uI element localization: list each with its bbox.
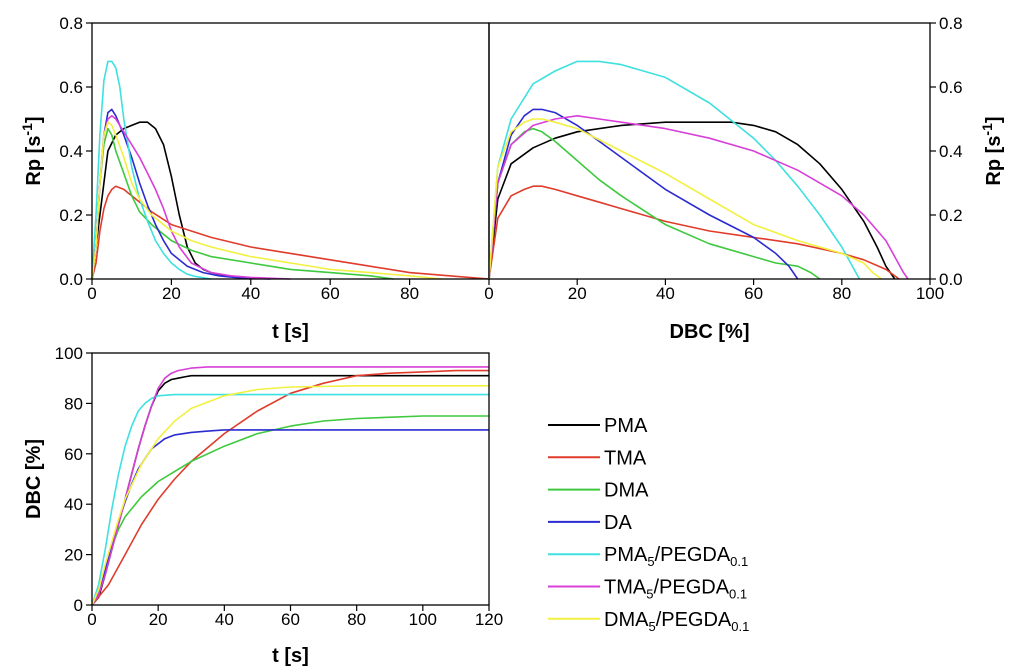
x-tick-label: 40 (656, 284, 675, 303)
series-line-tma5-rp-vs-dbc (488, 115, 909, 280)
x-tick-label: 80 (347, 610, 366, 629)
legend-item-dma: DMA (548, 480, 649, 502)
y-tick-label: 0 (74, 596, 83, 615)
x-tick-label: 0 (87, 610, 96, 629)
legend-item-pma: PMA (548, 415, 648, 437)
legend-label: PMA5/PEGDA0.1 (604, 544, 748, 569)
x-tick-label: 60 (281, 610, 300, 629)
series-line-dma5-rp-vs-dbc (488, 118, 882, 280)
series-line-pma-rp-vs-t (91, 121, 251, 280)
y-tick-label: 0.4 (59, 142, 83, 161)
y-tick-label: 0.8 (939, 14, 963, 33)
x-tick-label: 60 (744, 284, 763, 303)
y-tick-label: 0.0 (939, 270, 963, 289)
series-line-pma5-dbc-vs-t (91, 393, 489, 606)
y-tick-label: 80 (64, 394, 83, 413)
x-tick-label: 100 (916, 284, 944, 303)
series-line-da-rp-vs-t (91, 108, 271, 280)
legend-item-tma: TMA (548, 447, 647, 469)
series-line-tma-rp-vs-t (91, 185, 490, 280)
legend-label: TMA (604, 447, 647, 469)
series-line-dma5-rp-vs-t (91, 121, 442, 280)
x-tick-label: 0 (484, 284, 493, 303)
series-line-pma-rp-vs-dbc (488, 121, 896, 280)
x-tick-label: 80 (400, 284, 419, 303)
legend-label: DMA5/PEGDA0.1 (604, 609, 749, 634)
series-lines-dbc-vs-t (91, 366, 489, 606)
y-tick-label: 0.4 (939, 142, 963, 161)
series-line-dma5-dbc-vs-t (91, 385, 489, 606)
y-tick-label: 0.6 (59, 78, 83, 97)
series-lines-rp-vs-t (91, 60, 490, 280)
plot-frame-rp-vs-dbc (488, 22, 931, 280)
x-tick-label: 100 (409, 610, 437, 629)
panel-rp-vs-t: 0 20 40 60 80 0.0 0.2 0.4 0.6 0.8 t [s] Rp [s-1] (19, 14, 490, 343)
x-tick-label: 20 (568, 284, 587, 303)
series-line-dma-rp-vs-dbc (488, 127, 821, 280)
plot-frame-dbc-vs-t (91, 352, 490, 606)
series-line-da-dbc-vs-t (91, 429, 489, 606)
x-axis-title-rp-vs-t: t [s] (272, 321, 309, 343)
series-line-pma5-rp-vs-t (91, 60, 212, 280)
plot-frame-rp-vs-t (91, 22, 490, 280)
x-tick-label: 0 (87, 284, 96, 303)
legend-label: TMA5/PEGDA0.1 (604, 577, 747, 602)
y-tick-label: 0.2 (59, 206, 83, 225)
legend-label: PMA (604, 415, 648, 437)
y-tick-label: 0.6 (939, 78, 963, 97)
x-axis-title-dbc-vs-t: t [s] (272, 645, 309, 667)
y-tick-label: 0.2 (939, 206, 963, 225)
y-tick-label: 40 (64, 495, 83, 514)
y-tick-label: 20 (64, 546, 83, 565)
x-axis-title-rp-vs-dbc: DBC [%] (670, 321, 750, 343)
legend-label: DA (604, 512, 632, 534)
y-tick-label: 100 (55, 344, 83, 363)
series-line-tma-dbc-vs-t (91, 369, 489, 606)
series-line-pma-dbc-vs-t (91, 374, 489, 606)
y-tick-label: 0.8 (59, 14, 83, 33)
x-tick-label: 40 (241, 284, 260, 303)
y-tick-label: 60 (64, 445, 83, 464)
y-axis-title-rp-vs-t: Rp [s-1] (19, 116, 45, 185)
series-line-pma5-rp-vs-dbc (488, 60, 861, 280)
series-line-tma-rp-vs-dbc (488, 185, 900, 280)
legend-item-pma5: PMA5/PEGDA0.1 (548, 544, 748, 569)
legend-label: DMA (604, 480, 649, 502)
x-tick-label: 60 (321, 284, 340, 303)
series-line-da-rp-vs-dbc (488, 108, 799, 280)
y-axis-title-rp-vs-dbc: Rp [s-1] (979, 116, 1005, 185)
series-lines-rp-vs-dbc (488, 60, 909, 280)
x-tick-label: 120 (475, 610, 503, 629)
x-tick-label: 80 (832, 284, 851, 303)
x-tick-label: 20 (162, 284, 181, 303)
series-line-dma-rp-vs-t (91, 127, 394, 280)
legend-item-da: DA (548, 512, 632, 534)
x-tick-label: 20 (149, 610, 168, 629)
panel-dbc-vs-t: 0 20 40 60 80 100 120 0 20 40 60 80 100 t [s] DBC [%… (23, 344, 503, 667)
legend-item-tma5: TMA5/PEGDA0.1 (548, 577, 747, 602)
legend: PMA TMA DMA DA PMA5/PEGDA0.1 TMA5/PEGDA0.1 DMA… (548, 415, 749, 634)
y-axis-title-dbc-vs-t: DBC [%] (23, 439, 45, 519)
x-tick-label: 40 (215, 610, 234, 629)
series-line-tma5-dbc-vs-t (91, 366, 489, 606)
y-tick-label: 0.0 (59, 270, 83, 289)
legend-item-dma5: DMA5/PEGDA0.1 (548, 609, 749, 634)
